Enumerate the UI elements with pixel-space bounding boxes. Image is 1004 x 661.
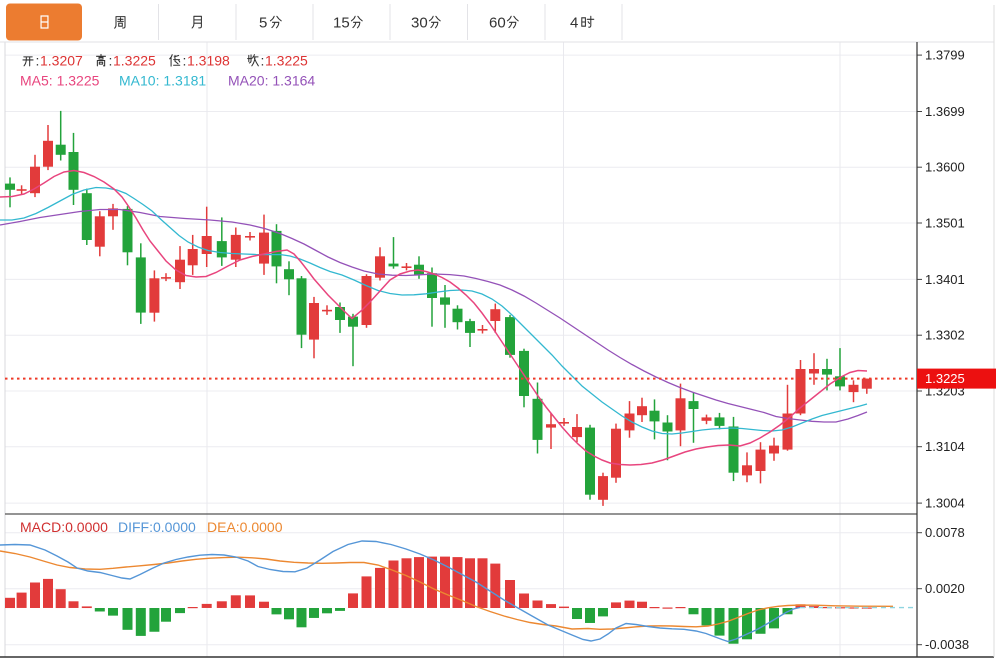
svg-text:1.3699: 1.3699 — [925, 104, 965, 119]
svg-text:1.3198: 1.3198 — [187, 53, 230, 69]
svg-text:MA10: 1.3181: MA10: 1.3181 — [119, 73, 206, 89]
svg-text:5: 5 — [259, 15, 267, 32]
svg-text::: : — [36, 53, 40, 69]
svg-text:1.3225: 1.3225 — [925, 371, 965, 386]
svg-text:0.0020: 0.0020 — [925, 581, 965, 596]
svg-text:MACD:0.0000: MACD:0.0000 — [20, 519, 108, 535]
svg-text:1.3302: 1.3302 — [925, 328, 965, 343]
svg-text::: : — [109, 53, 113, 69]
svg-text:4: 4 — [570, 15, 578, 32]
svg-text::: : — [261, 53, 265, 69]
svg-text:15: 15 — [333, 15, 350, 32]
svg-text:0.0078: 0.0078 — [925, 525, 965, 540]
svg-text:1.3225: 1.3225 — [265, 53, 308, 69]
svg-text:60: 60 — [489, 15, 506, 32]
svg-text:1.3004: 1.3004 — [925, 496, 965, 511]
svg-text:1.3401: 1.3401 — [925, 272, 965, 287]
svg-text:DEA:0.0000: DEA:0.0000 — [207, 519, 283, 535]
svg-text:30: 30 — [411, 15, 428, 32]
svg-text:1.3104: 1.3104 — [925, 439, 965, 454]
svg-text:DIFF:0.0000: DIFF:0.0000 — [118, 519, 196, 535]
svg-text:1.3207: 1.3207 — [40, 53, 83, 69]
svg-text:MA20: 1.3164: MA20: 1.3164 — [228, 73, 315, 89]
svg-text:1.3501: 1.3501 — [925, 216, 965, 231]
svg-text::: : — [183, 53, 187, 69]
svg-text:-0.0038: -0.0038 — [925, 637, 969, 652]
svg-text:MA5: 1.3225: MA5: 1.3225 — [20, 73, 100, 89]
svg-text:1.3225: 1.3225 — [113, 53, 156, 69]
svg-text:1.3600: 1.3600 — [925, 160, 965, 175]
svg-text:1.3799: 1.3799 — [925, 48, 965, 63]
